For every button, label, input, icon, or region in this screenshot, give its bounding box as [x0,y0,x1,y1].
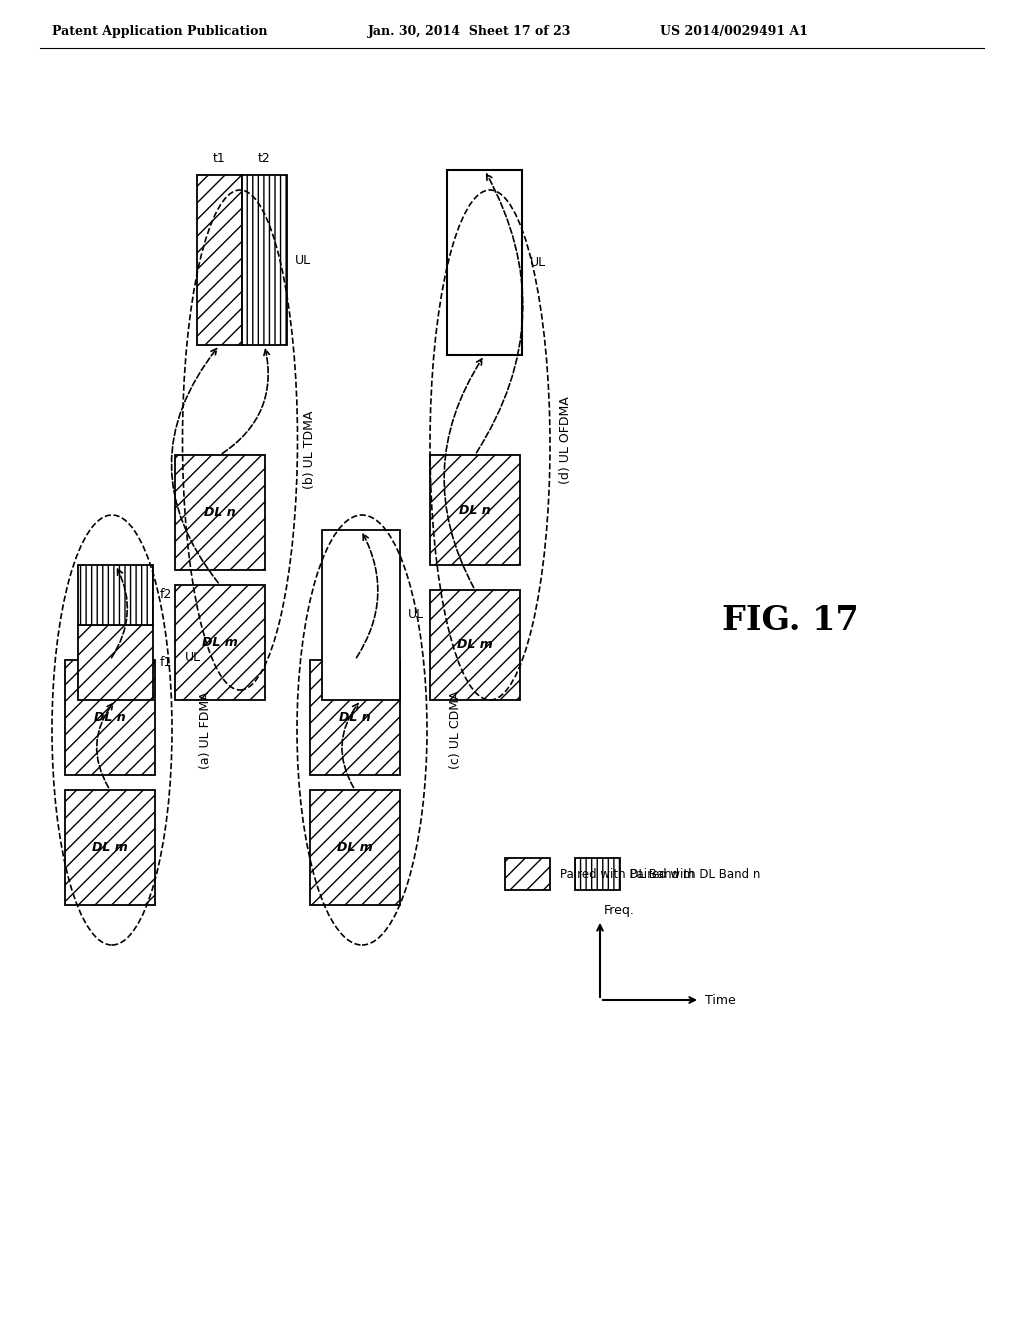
Text: DL m: DL m [457,639,493,652]
Bar [430,590,520,700]
Bar [447,170,522,355]
Text: (c) UL CDMA: (c) UL CDMA [449,690,462,770]
Text: UL: UL [295,253,311,267]
Bar [447,216,522,239]
Text: DL n: DL n [339,711,371,723]
FancyArrowPatch shape [476,174,523,453]
Bar [310,789,400,906]
Bar [447,239,522,263]
Bar [78,624,153,700]
Text: Paired with DL Band n: Paired with DL Band n [630,867,761,880]
Text: Paired with DL Band m: Paired with DL Band m [560,867,694,880]
Text: (a) UL FDMA: (a) UL FDMA [199,692,212,768]
Text: FIG. 17: FIG. 17 [722,603,858,636]
Bar [242,176,287,345]
FancyArrowPatch shape [96,704,113,788]
Text: DL m: DL m [337,841,373,854]
FancyArrowPatch shape [356,535,378,657]
Bar [175,455,265,570]
Text: UL: UL [185,651,201,664]
Text: f2: f2 [160,589,172,602]
FancyArrowPatch shape [444,359,482,587]
FancyArrowPatch shape [112,569,127,657]
Bar [447,193,522,216]
Bar [175,585,265,700]
Bar [65,789,155,906]
Text: f1: f1 [160,656,172,669]
Bar [430,455,520,565]
Bar [310,660,400,775]
FancyArrowPatch shape [171,348,218,583]
Bar [447,285,522,309]
Text: Freq.: Freq. [604,904,635,917]
Bar [322,531,400,700]
FancyArrowPatch shape [222,350,269,454]
Text: Jan. 30, 2014  Sheet 17 of 23: Jan. 30, 2014 Sheet 17 of 23 [368,25,571,38]
Text: UL: UL [408,609,424,622]
Text: DL m: DL m [202,636,238,649]
Text: Patent Application Publication: Patent Application Publication [52,25,267,38]
Bar [78,565,153,624]
Text: t2: t2 [258,152,271,165]
Bar [447,331,522,355]
Text: DL n: DL n [204,506,236,519]
Bar [575,858,620,890]
Text: US 2014/0029491 A1: US 2014/0029491 A1 [660,25,808,38]
Text: DL n: DL n [94,711,126,723]
Bar [65,660,155,775]
FancyArrowPatch shape [342,704,358,788]
Bar [447,170,522,193]
Text: (d) UL OFDMA: (d) UL OFDMA [558,396,571,484]
Text: t1: t1 [213,152,226,165]
Text: Time: Time [705,994,736,1006]
Text: DL m: DL m [92,841,128,854]
Bar [447,309,522,331]
Text: DL n: DL n [459,503,490,516]
Text: (b) UL TDMA: (b) UL TDMA [303,411,316,490]
Bar [197,176,242,345]
Text: UL: UL [530,256,546,269]
Bar [447,263,522,285]
Bar [505,858,550,890]
